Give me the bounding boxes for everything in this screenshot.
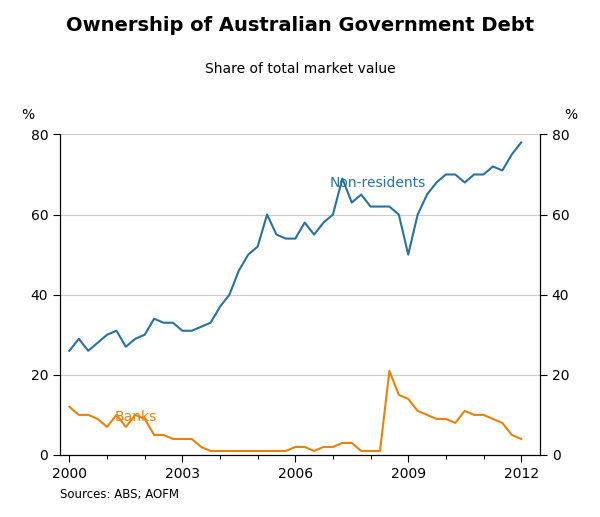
Text: Share of total market value: Share of total market value [205, 62, 395, 76]
Text: Non-residents: Non-residents [329, 175, 425, 190]
Text: %: % [564, 108, 577, 121]
Text: Ownership of Australian Government Debt: Ownership of Australian Government Debt [66, 16, 534, 35]
Text: Sources: ABS; AOFM: Sources: ABS; AOFM [60, 489, 179, 501]
Text: %: % [22, 108, 35, 121]
Text: Banks: Banks [115, 410, 157, 424]
